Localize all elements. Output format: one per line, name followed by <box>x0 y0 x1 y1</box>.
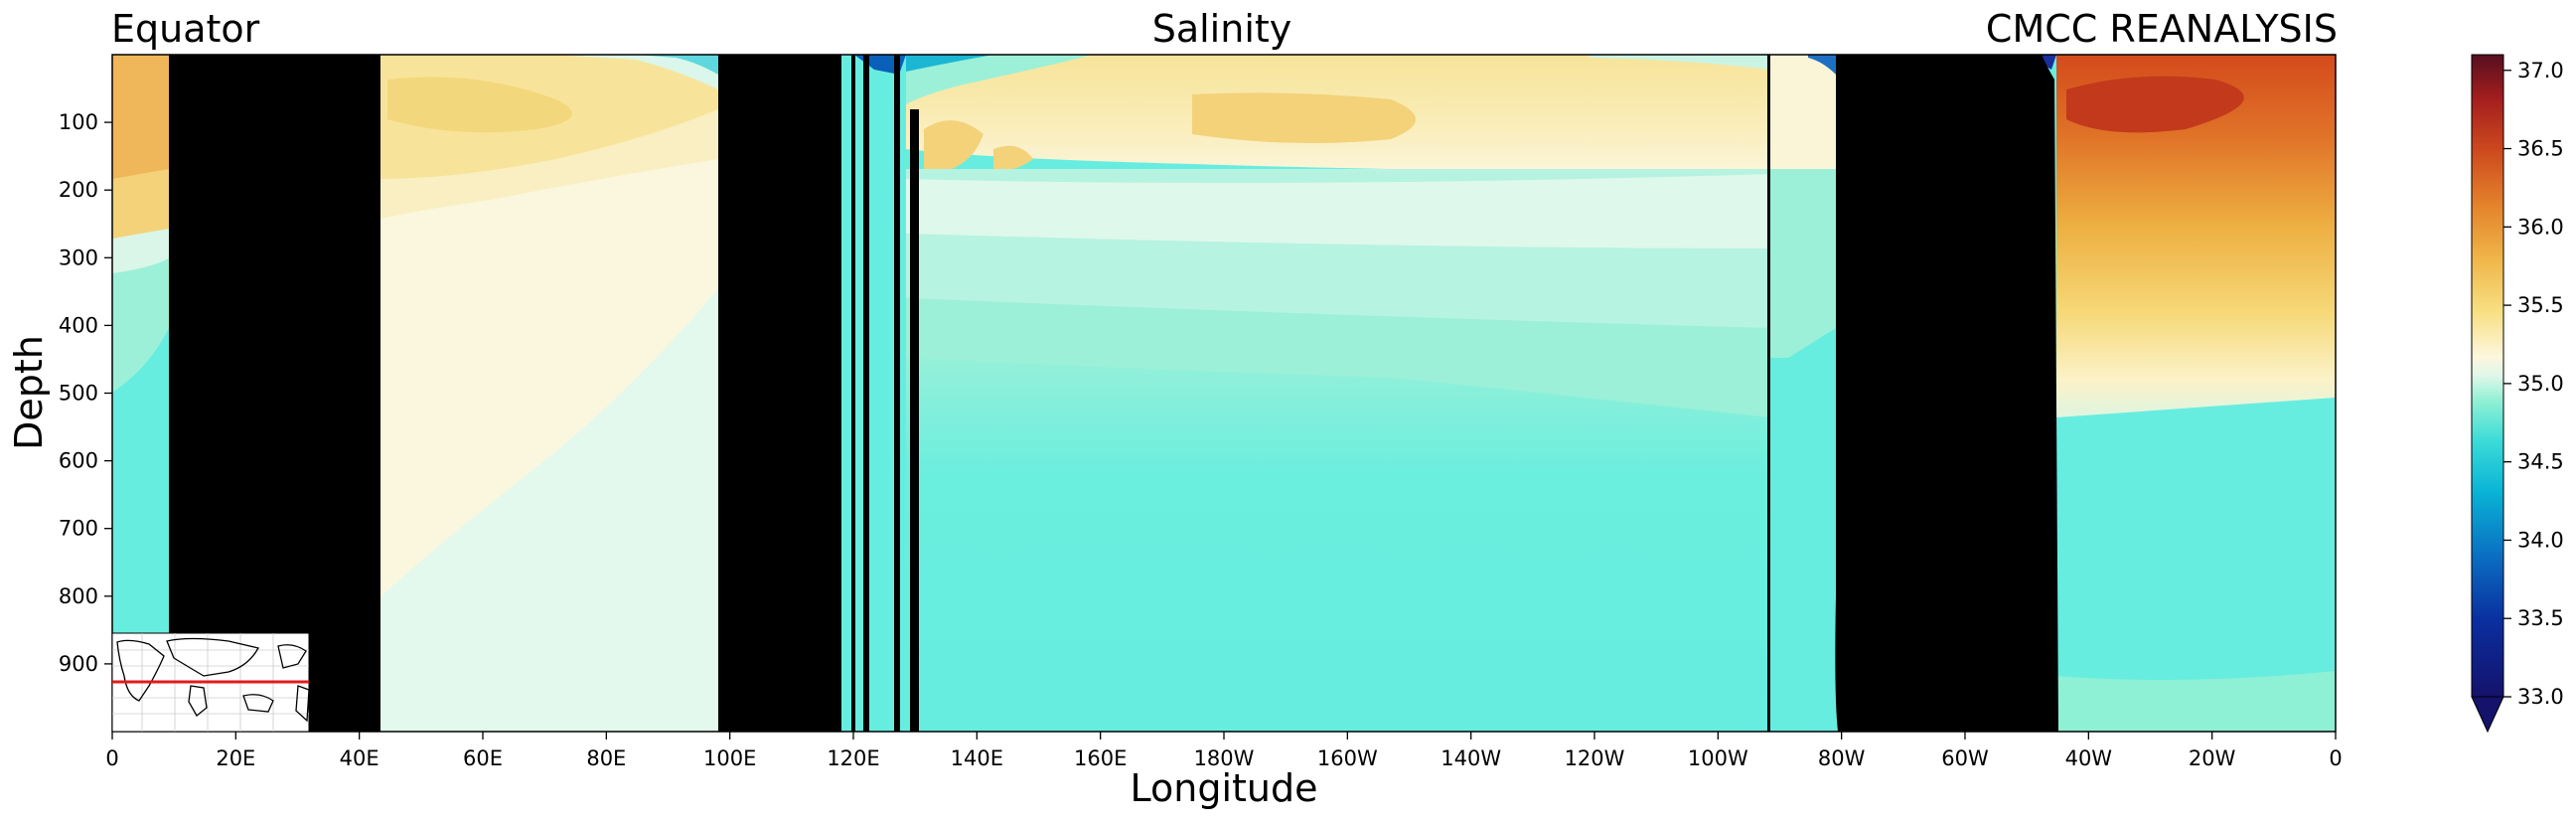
y-axis-label: Depth <box>7 335 51 450</box>
y-tick-label: 700 <box>59 517 98 541</box>
source-title: CMCC REANALYSIS <box>1985 7 2338 51</box>
colorbar-ticks: 37.0 36.5 36.0 35.5 35.0 34.5 34.0 33.5 33.0 <box>2503 59 2564 709</box>
chart-title: Salinity <box>1151 7 1292 51</box>
x-tick-label: 160E <box>1074 746 1127 770</box>
x-tick-label: 100W <box>1688 746 1748 770</box>
y-tick-label: 100 <box>59 110 98 134</box>
x-tick-label: 60E <box>463 746 503 770</box>
x-tick-label: 20W <box>2189 746 2236 770</box>
x-tick-label: 0 <box>105 746 118 770</box>
x-tick-label: 60W <box>1941 746 1989 770</box>
colorbar-tick-label: 34.5 <box>2517 450 2564 474</box>
colorbar-tick-label: 36.0 <box>2517 215 2564 239</box>
colorbar-extend-arrow <box>2471 696 2504 734</box>
x-axis-label: Longitude <box>1131 766 1318 810</box>
inset-map <box>111 632 310 733</box>
land-mask <box>169 55 2058 732</box>
colorbar-tick-label: 34.0 <box>2517 528 2564 552</box>
x-tick-label: 40W <box>2065 746 2113 770</box>
x-tick-label: 40E <box>340 746 379 770</box>
y-tick-label: 600 <box>59 449 98 473</box>
y-axis: 100 200 300 400 500 600 700 800 900 <box>59 110 112 676</box>
colorbar: 37.0 36.5 36.0 35.5 35.0 34.5 34.0 33.5 33.0 <box>2471 54 2564 734</box>
y-tick-label: 500 <box>59 382 98 406</box>
x-tick-label: 140W <box>1440 746 1501 770</box>
colorbar-tick-label: 33.0 <box>2517 685 2564 709</box>
x-tick-label: 120W <box>1565 746 1625 770</box>
colorbar-tick-label: 37.0 <box>2517 59 2564 82</box>
salinity-field <box>112 55 2336 732</box>
x-tick-label: 160W <box>1317 746 1378 770</box>
x-tick-label: 100E <box>703 746 756 770</box>
x-tick-label: 180W <box>1194 746 1255 770</box>
y-tick-label: 900 <box>59 652 98 676</box>
x-tick-label: 20E <box>216 746 255 770</box>
x-tick-label: 120E <box>827 746 879 770</box>
x-tick-label: 140E <box>951 746 1003 770</box>
x-tick-label: 80E <box>586 746 626 770</box>
region-title: Equator <box>111 7 260 51</box>
colorbar-tick-label: 36.5 <box>2517 137 2564 161</box>
y-tick-label: 400 <box>59 313 98 337</box>
y-tick-label: 800 <box>59 584 98 608</box>
colorbar-tick-label: 35.0 <box>2517 372 2564 396</box>
y-tick-label: 200 <box>59 178 98 202</box>
y-tick-label: 300 <box>59 246 98 269</box>
colorbar-tick-label: 33.5 <box>2517 606 2564 630</box>
colorbar-tick-label: 35.5 <box>2517 293 2564 317</box>
x-axis: 0 20E 40E 60E 80E 100E 120E 140E 160E 180W 160W 140… <box>105 732 2343 770</box>
colorbar-gradient <box>2471 54 2504 698</box>
x-tick-label: 80W <box>1818 746 1866 770</box>
x-tick-label: 0 <box>2329 746 2342 770</box>
